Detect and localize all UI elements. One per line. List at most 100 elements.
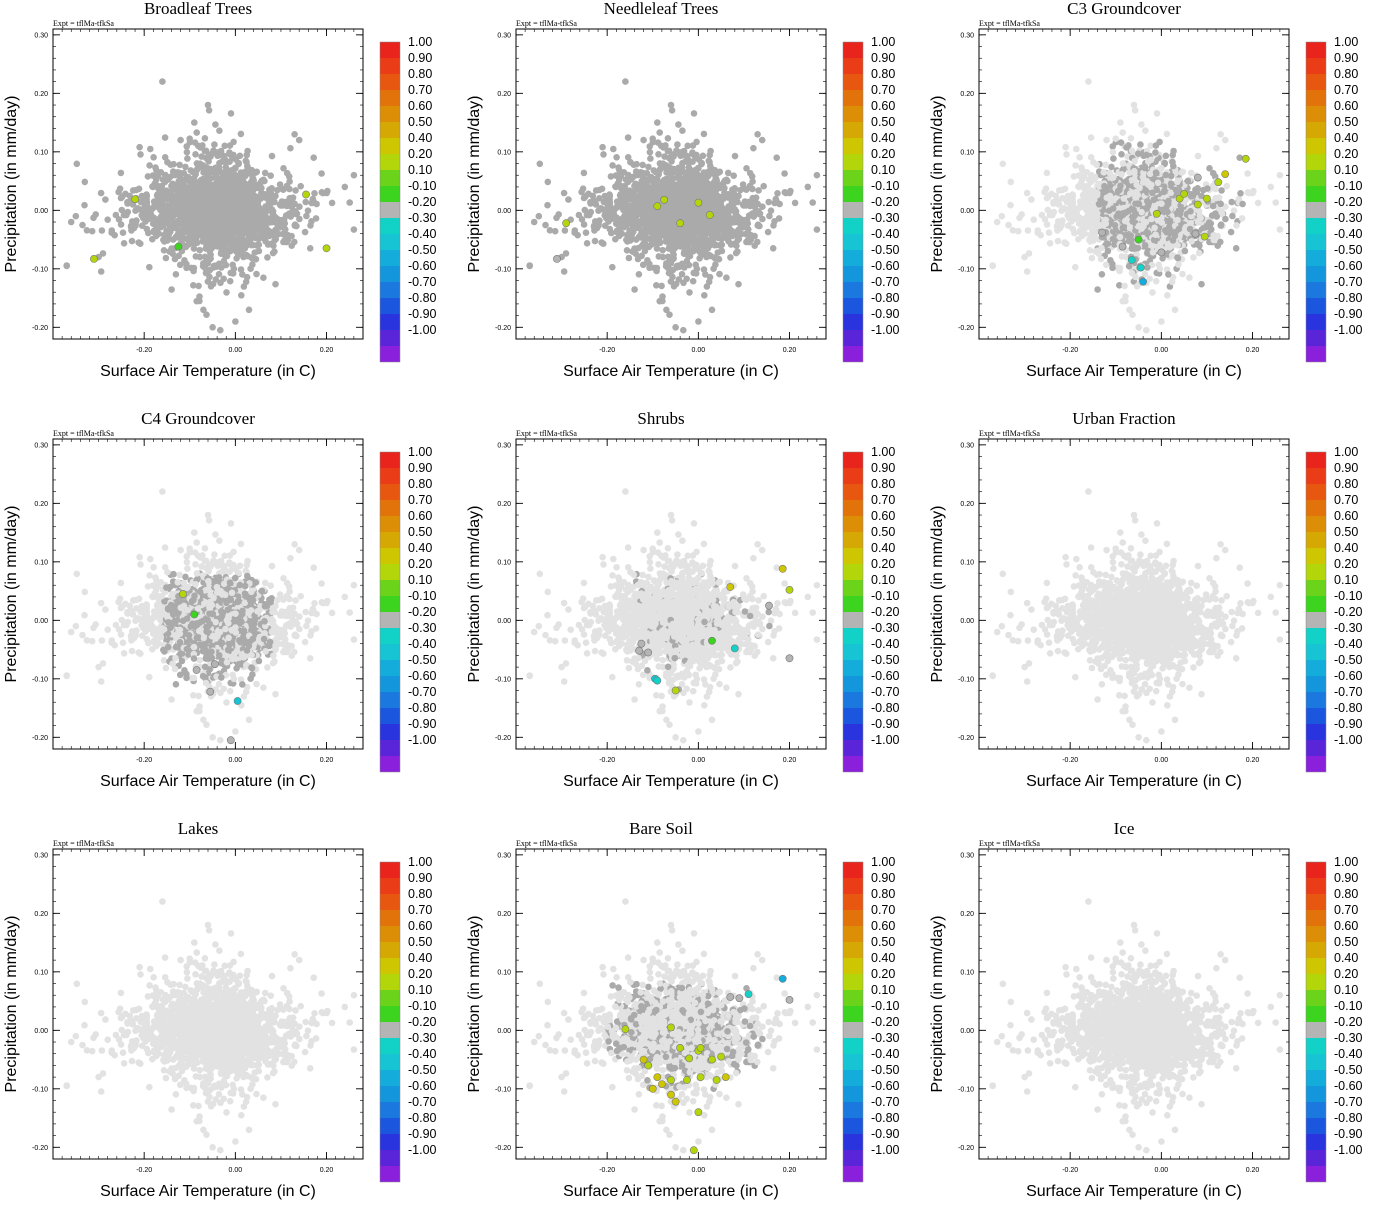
point [149, 183, 156, 190]
point [129, 238, 136, 245]
point [760, 183, 767, 190]
point [178, 194, 185, 201]
point [342, 184, 349, 191]
colorbar-label: 0.50 [871, 115, 895, 129]
colorbar-cell [380, 138, 400, 154]
point [275, 231, 282, 238]
point [183, 143, 190, 150]
point [184, 155, 191, 162]
point [117, 185, 124, 192]
point [1055, 238, 1062, 245]
point [1164, 131, 1171, 138]
point [562, 227, 569, 234]
point [219, 158, 226, 165]
point [251, 210, 258, 217]
point [668, 158, 675, 165]
point [228, 217, 235, 224]
point [743, 219, 750, 226]
colorbar-cell [380, 346, 400, 362]
point [1110, 155, 1117, 162]
point [626, 174, 633, 181]
point [1087, 247, 1094, 254]
point [609, 162, 616, 169]
point [147, 146, 154, 153]
x-tick-label: 0.20 [320, 347, 334, 354]
point [1128, 135, 1135, 142]
x-tick-label: -0.20 [136, 347, 152, 354]
point [313, 201, 320, 208]
colorbar-cell [843, 266, 863, 282]
point [195, 195, 202, 202]
point [142, 218, 149, 225]
colorbar-cell [843, 106, 863, 122]
point [750, 213, 757, 220]
point [631, 192, 638, 199]
point [621, 202, 628, 209]
point [622, 78, 629, 85]
point [691, 217, 698, 224]
point [713, 226, 720, 233]
point [676, 276, 683, 283]
point [725, 238, 732, 245]
point [189, 210, 196, 217]
point [645, 164, 652, 171]
point [723, 274, 730, 281]
point [238, 292, 245, 299]
point [247, 187, 254, 194]
colorbar-label: -0.30 [408, 211, 437, 225]
y-tick-label: -0.10 [495, 266, 511, 273]
point [163, 174, 170, 181]
colorbar-cell [843, 250, 863, 266]
point [209, 150, 216, 157]
point [712, 261, 719, 268]
point [232, 207, 239, 214]
point [649, 227, 656, 234]
point [217, 327, 224, 334]
point [205, 158, 212, 165]
point [595, 207, 602, 214]
point [191, 245, 198, 252]
background-points [526, 78, 820, 333]
background-points [989, 78, 1283, 333]
point [132, 207, 139, 214]
point [1000, 161, 1007, 168]
point [654, 245, 661, 252]
point [682, 230, 689, 237]
point [592, 238, 599, 245]
colorbar-cell [843, 186, 863, 202]
point [734, 215, 741, 222]
colorbar-cell [843, 74, 863, 90]
point [296, 216, 303, 223]
point [212, 209, 219, 216]
point [1154, 110, 1161, 117]
point [161, 238, 168, 245]
point [654, 119, 661, 126]
point [200, 307, 207, 314]
point [146, 162, 153, 169]
point [604, 197, 611, 204]
colorbar-label: 0.70 [408, 83, 432, 97]
point [644, 170, 651, 177]
point [79, 222, 86, 229]
colorbar-label: -0.80 [408, 291, 437, 305]
point [742, 198, 749, 205]
colorbar-label: 0.70 [871, 83, 895, 97]
colorbar-cell [380, 186, 400, 202]
point [609, 208, 616, 215]
point [231, 241, 238, 248]
point [197, 209, 204, 216]
point [724, 220, 731, 227]
point [318, 170, 325, 177]
point [805, 184, 812, 191]
point [754, 131, 761, 138]
point [666, 218, 673, 225]
point [267, 189, 274, 196]
point [205, 168, 212, 175]
point [250, 226, 257, 233]
point [686, 190, 693, 197]
point [262, 238, 269, 245]
point [89, 228, 96, 235]
point [776, 215, 783, 222]
point [1088, 134, 1095, 141]
